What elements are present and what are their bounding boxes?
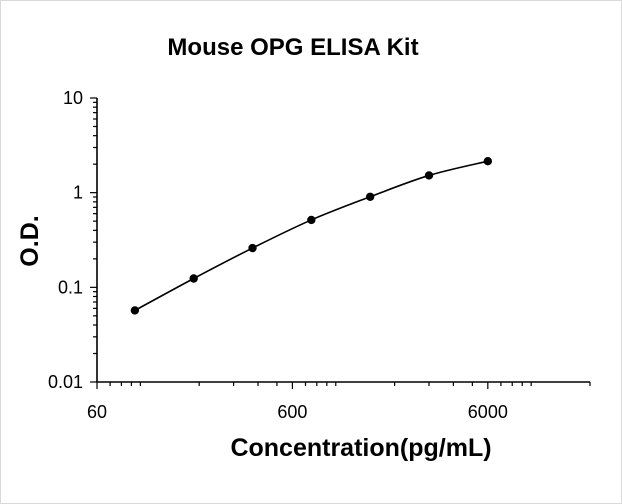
y-axis-label: O.D. [16, 215, 44, 266]
y-axis: 0.01 0.1 1 10 [48, 88, 98, 392]
fit-curve-line [134, 160, 489, 312]
fit-curve-layer [134, 160, 489, 312]
data-points [130, 156, 493, 315]
y-axis-minor-ticks [90, 97, 97, 383]
data-point [483, 156, 493, 166]
x-tick-label: 60 [87, 402, 107, 422]
data-point [248, 243, 257, 253]
y-axis-tick-labels: 0.01 0.1 1 10 [48, 88, 83, 392]
data-point [307, 215, 316, 225]
x-tick-label: 6000 [468, 402, 508, 422]
x-axis-minor-ticks [96, 382, 591, 389]
y-tick-label: 0.1 [58, 277, 83, 297]
data-point [130, 306, 140, 315]
x-axis-tick-labels: 60 600 6000 [87, 402, 508, 422]
y-tick-label: 0.01 [48, 372, 83, 392]
data-point [424, 171, 434, 180]
plot-area: 60 600 6000 0.01 0.1 1 10 [48, 88, 591, 422]
data-point [365, 192, 375, 201]
y-tick-label: 10 [63, 88, 83, 108]
y-tick-label: 1 [73, 183, 83, 203]
chart-title: Mouse OPG ELISA Kit [167, 34, 418, 61]
data-point [189, 274, 198, 283]
x-axis: 60 600 6000 [87, 381, 591, 422]
x-tick-label: 600 [277, 402, 307, 422]
x-axis-label: Concentration(pg/mL) [230, 434, 491, 462]
